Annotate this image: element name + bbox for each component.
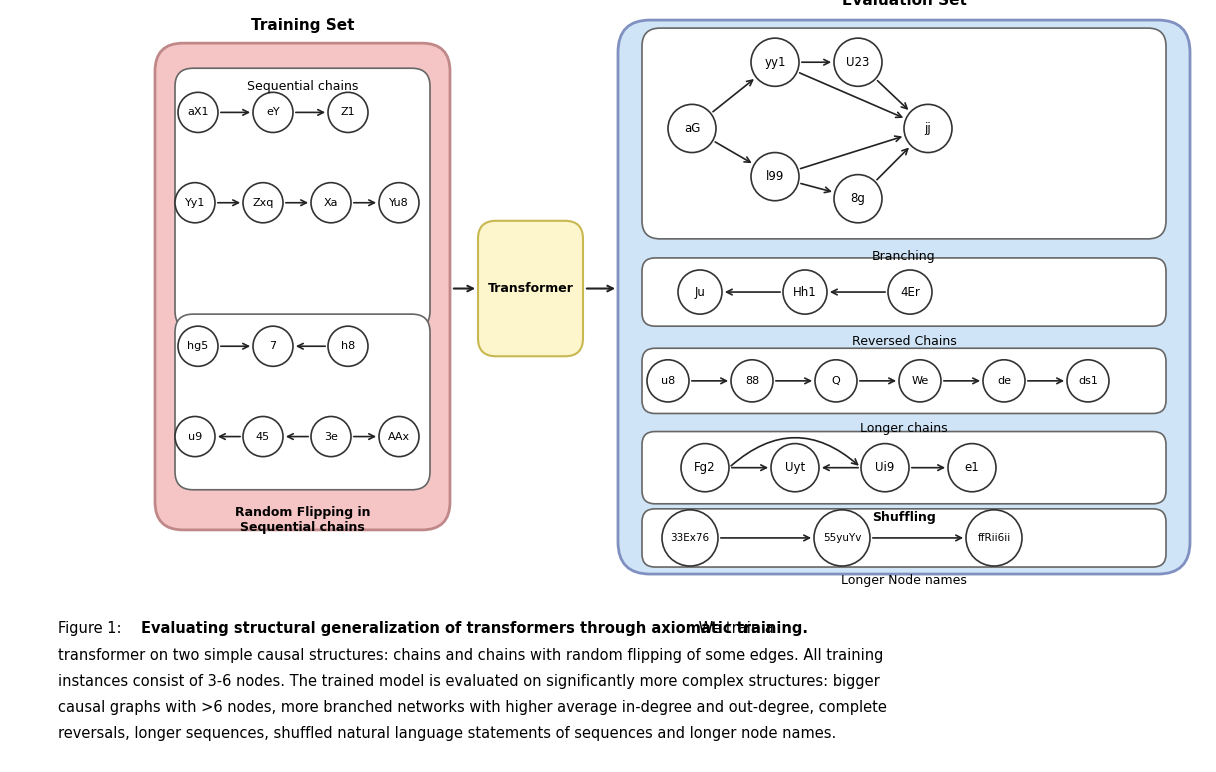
Circle shape xyxy=(668,104,716,153)
FancyBboxPatch shape xyxy=(478,221,582,357)
Circle shape xyxy=(253,93,293,133)
Text: 88: 88 xyxy=(745,376,759,386)
Text: Random Flipping in
Sequential chains: Random Flipping in Sequential chains xyxy=(235,506,370,534)
Text: 7: 7 xyxy=(270,341,276,351)
Circle shape xyxy=(175,183,215,223)
Circle shape xyxy=(834,174,882,223)
FancyBboxPatch shape xyxy=(642,509,1166,567)
Circle shape xyxy=(888,270,931,314)
Text: Reversed Chains: Reversed Chains xyxy=(851,335,956,347)
Circle shape xyxy=(311,417,351,457)
Text: Transformer: Transformer xyxy=(488,282,574,295)
Text: Longer chains: Longer chains xyxy=(860,422,947,435)
Text: causal graphs with >6 nodes, more branched networks with higher average in-degre: causal graphs with >6 nodes, more branch… xyxy=(58,700,888,715)
Text: eY: eY xyxy=(266,107,280,117)
Text: Longer Node names: Longer Node names xyxy=(841,574,967,587)
Circle shape xyxy=(861,444,910,492)
Text: Uyt: Uyt xyxy=(784,461,805,474)
Circle shape xyxy=(175,417,215,457)
Text: U23: U23 xyxy=(846,56,869,69)
Text: u9: u9 xyxy=(188,432,202,442)
Circle shape xyxy=(983,360,1025,402)
Text: jj: jj xyxy=(924,122,931,135)
Text: Fg2: Fg2 xyxy=(694,461,716,474)
Circle shape xyxy=(243,183,283,223)
Text: Yy1: Yy1 xyxy=(185,198,206,208)
Text: e1: e1 xyxy=(964,461,979,474)
FancyBboxPatch shape xyxy=(175,314,430,489)
Text: u8: u8 xyxy=(660,376,675,386)
Text: Figure 1:: Figure 1: xyxy=(58,621,126,636)
Text: Xa: Xa xyxy=(323,198,338,208)
Text: Evaluating structural generalization of transformers through axiomatic training.: Evaluating structural generalization of … xyxy=(141,621,809,636)
Text: We train a: We train a xyxy=(694,621,775,636)
Text: yy1: yy1 xyxy=(764,56,786,69)
FancyBboxPatch shape xyxy=(175,68,430,329)
Circle shape xyxy=(1066,360,1109,402)
Text: We: We xyxy=(911,376,929,386)
Text: ffRii6ii: ffRii6ii xyxy=(978,533,1010,543)
Text: Training Set: Training Set xyxy=(250,18,354,32)
Text: Evaluation Set: Evaluation Set xyxy=(841,0,967,8)
Circle shape xyxy=(178,93,218,133)
FancyBboxPatch shape xyxy=(154,43,450,530)
FancyBboxPatch shape xyxy=(642,432,1166,504)
Circle shape xyxy=(253,327,293,367)
Text: Ui9: Ui9 xyxy=(876,461,895,474)
Text: instances consist of 3-6 nodes. The trained model is evaluated on significantly : instances consist of 3-6 nodes. The trai… xyxy=(58,674,880,689)
Circle shape xyxy=(899,360,941,402)
Circle shape xyxy=(834,38,882,86)
Text: Zxq: Zxq xyxy=(252,198,274,208)
Text: AAx: AAx xyxy=(388,432,410,442)
Circle shape xyxy=(751,153,799,201)
Circle shape xyxy=(243,417,283,457)
Text: hg5: hg5 xyxy=(187,341,209,351)
Text: Z1: Z1 xyxy=(340,107,355,117)
Circle shape xyxy=(647,360,689,402)
Circle shape xyxy=(328,93,368,133)
Circle shape xyxy=(662,510,717,566)
Circle shape xyxy=(311,183,351,223)
FancyBboxPatch shape xyxy=(618,20,1190,574)
Text: Branching: Branching xyxy=(872,250,936,263)
Text: ds1: ds1 xyxy=(1079,376,1098,386)
Text: de: de xyxy=(997,376,1010,386)
Text: 8g: 8g xyxy=(850,192,866,205)
Circle shape xyxy=(731,360,773,402)
Circle shape xyxy=(178,327,218,367)
Text: 55yuYv: 55yuYv xyxy=(823,533,861,543)
Circle shape xyxy=(751,38,799,86)
Circle shape xyxy=(903,104,952,153)
Text: aG: aG xyxy=(683,122,700,135)
Text: aX1: aX1 xyxy=(187,107,209,117)
Text: l99: l99 xyxy=(766,170,784,183)
Text: 3e: 3e xyxy=(323,432,338,442)
Circle shape xyxy=(379,417,420,457)
Text: 4Er: 4Er xyxy=(900,286,921,299)
Circle shape xyxy=(771,444,820,492)
FancyBboxPatch shape xyxy=(642,28,1166,239)
Circle shape xyxy=(328,327,368,367)
Text: Shuffling: Shuffling xyxy=(872,511,936,524)
Circle shape xyxy=(815,360,857,402)
Text: 33Ex76: 33Ex76 xyxy=(670,533,710,543)
Text: transformer on two simple causal structures: chains and chains with random flipp: transformer on two simple causal structu… xyxy=(58,648,884,662)
Circle shape xyxy=(379,183,420,223)
FancyBboxPatch shape xyxy=(642,258,1166,327)
Circle shape xyxy=(679,270,722,314)
FancyBboxPatch shape xyxy=(642,348,1166,414)
Circle shape xyxy=(681,444,730,492)
Text: 45: 45 xyxy=(255,432,270,442)
Text: Yu8: Yu8 xyxy=(389,198,409,208)
Text: Sequential chains: Sequential chains xyxy=(247,80,359,93)
Text: Ju: Ju xyxy=(694,286,705,299)
Text: Hh1: Hh1 xyxy=(793,286,817,299)
Circle shape xyxy=(814,510,869,566)
Circle shape xyxy=(783,270,827,314)
Circle shape xyxy=(948,444,996,492)
Circle shape xyxy=(966,510,1021,566)
Text: Q: Q xyxy=(832,376,840,386)
Text: reversals, longer sequences, shuffled natural language statements of sequences a: reversals, longer sequences, shuffled na… xyxy=(58,726,837,741)
Text: h8: h8 xyxy=(340,341,355,351)
